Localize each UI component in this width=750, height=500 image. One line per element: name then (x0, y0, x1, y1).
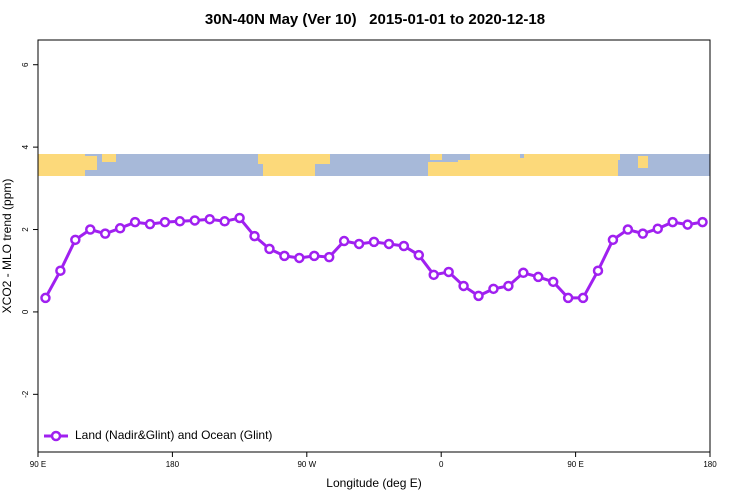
plot-frame (37, 39, 711, 453)
x-axis-label: Longitude (deg E) (326, 476, 421, 490)
legend-marker (50, 430, 62, 442)
data-point (592, 265, 604, 276)
data-point (577, 292, 589, 304)
chart-title: 30N-40N May (Ver 10) 2015-01-01 to 2020-… (205, 11, 545, 28)
data-point (338, 235, 350, 247)
series-line (44, 216, 703, 300)
map-strip (38, 154, 710, 176)
x-tick-label: 90 E (30, 460, 46, 469)
y-tick-label: -2 (21, 390, 30, 398)
data-point (114, 223, 126, 234)
data-point (547, 276, 559, 288)
data-point (144, 218, 156, 230)
data-point (488, 283, 499, 295)
data-point (129, 216, 141, 228)
x-tick-label: 180 (166, 460, 180, 469)
data-point (383, 238, 395, 250)
data-point (473, 290, 484, 302)
data-point (353, 238, 365, 250)
data-point (234, 212, 245, 224)
data-point (159, 216, 171, 228)
x-tick-label: 180 (703, 460, 717, 469)
data-point (428, 269, 439, 281)
x-tick-label: 90 W (297, 460, 316, 469)
data-point (458, 280, 469, 292)
data-point (279, 250, 290, 262)
data-point (323, 251, 335, 263)
data-point (294, 252, 305, 264)
data-point (413, 249, 425, 261)
y-tick-label: 2 (21, 227, 30, 232)
data-point (667, 216, 678, 228)
x-tick-label: 90 E (567, 460, 583, 469)
data-point (70, 234, 81, 246)
data-point (518, 267, 529, 279)
y-tick-label: 6 (21, 62, 30, 67)
x-tick-label: 0 (439, 460, 444, 469)
data-point (204, 213, 215, 225)
data-point (264, 243, 275, 255)
y-tick-label: 4 (21, 144, 30, 149)
data-point (174, 216, 186, 227)
y-axis-label: XCO2 - MLO trend (ppm) (0, 179, 14, 314)
data-point (99, 228, 111, 239)
data-point (443, 266, 454, 278)
data-point (697, 216, 708, 228)
data-point (533, 271, 544, 283)
data-point (368, 236, 380, 248)
data-point (219, 216, 230, 227)
data-point (40, 292, 51, 304)
data-point (189, 215, 201, 226)
data-point (55, 265, 66, 276)
y-tick-label: 0 (21, 309, 30, 314)
data-point (503, 280, 514, 292)
data-point (622, 224, 634, 235)
data-point (398, 240, 410, 252)
data-point (637, 228, 649, 239)
data-point (249, 230, 260, 242)
legend-label: Land (Nadir&Glint) and Ocean (Glint) (75, 428, 272, 442)
data-point (85, 224, 96, 235)
data-point (682, 219, 693, 230)
data-point (562, 292, 574, 304)
data-point (607, 234, 619, 246)
data-point (652, 223, 663, 234)
data-point (309, 250, 320, 262)
